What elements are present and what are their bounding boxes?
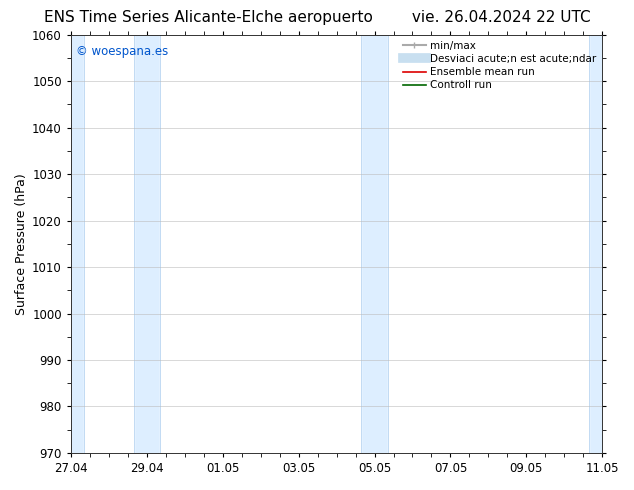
- Legend: min/max, Desviaci acute;n est acute;ndar, Ensemble mean run, Controll run: min/max, Desviaci acute;n est acute;ndar…: [399, 37, 600, 95]
- Bar: [160, 35, 361, 453]
- Text: ENS Time Series Alicante-Elche aeropuerto        vie. 26.04.2024 22 UTC: ENS Time Series Alicante-Elche aeropuert…: [44, 10, 590, 25]
- Bar: [388, 35, 589, 453]
- Text: © woespana.es: © woespana.es: [76, 45, 169, 58]
- Y-axis label: Surface Pressure (hPa): Surface Pressure (hPa): [15, 173, 28, 315]
- Bar: [84, 35, 134, 453]
